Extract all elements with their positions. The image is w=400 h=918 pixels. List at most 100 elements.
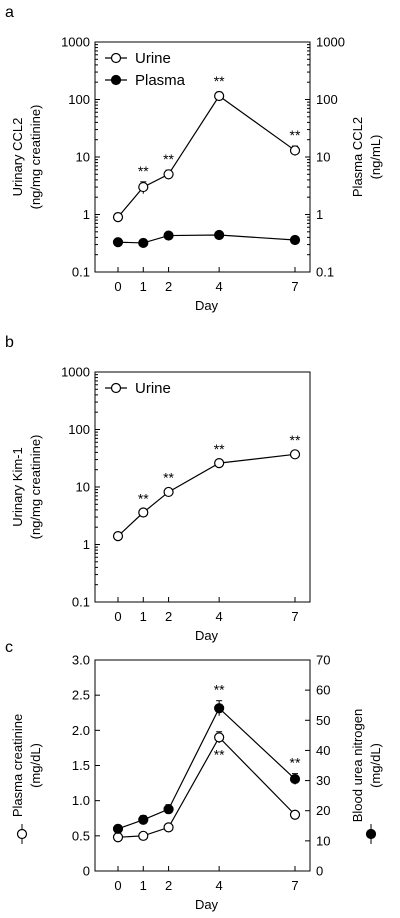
y-tick-label: 10 [76,150,90,165]
legend-label: Urine [135,380,171,397]
x-tick-label: 1 [140,878,147,893]
data-point [289,449,301,460]
y-tick-label-right: 60 [316,683,330,698]
significance-label: ** [290,755,301,771]
y-tick-label: 0.1 [72,595,90,610]
x-tick-label: 4 [216,878,223,893]
key-marker-filled [365,828,377,840]
data-point [138,237,149,249]
y-tick-label: 2.0 [72,723,90,738]
x-tick-label: 0 [114,609,121,624]
x-tick-label: 4 [216,609,223,624]
x-axis-label: Day [195,298,219,313]
significance-label: ** [214,441,225,457]
y-tick-label-right: 10 [316,833,330,848]
y-axis-label-left: Urinary Kim-1 [10,447,25,526]
y-tick-label: 1000 [61,365,90,380]
data-point [138,181,149,193]
significance-label: ** [214,73,225,89]
y-tick-label: 100 [68,92,90,107]
data-point [214,732,225,743]
x-tick-label: 7 [291,878,298,893]
series-line [117,707,296,830]
data-point [289,809,301,820]
y-tick-label: 1 [83,207,90,222]
significance-label: ** [163,151,174,167]
data-point [112,212,124,223]
significance-label: ** [163,470,174,486]
panel-c: c 0 0.5 1.0 1.5 2.0 2.5 3.0 0 10 20 30 40 50 60 70 0 1 2 4 7… [5,639,383,912]
data-point [112,832,124,843]
x-tick-label: 7 [291,609,298,624]
y-axis-label-right: (ng/mL) [368,135,383,180]
y-tick-label: 1000 [61,35,90,50]
significance-label: ** [214,746,225,762]
data-point [289,145,301,156]
legend-marker [110,382,122,394]
data-point [138,507,149,518]
y-tick-label-right: 70 [316,653,330,668]
significance-label: ** [290,127,301,143]
plot-frame [94,371,311,603]
x-tick-label: 4 [216,279,223,294]
data-point [112,530,124,542]
y-tick-label: 100 [68,422,90,437]
y-tick-label: 1 [83,537,90,552]
y-axis-label-left: Plasma creatinine [10,714,25,817]
data-point [112,237,124,248]
series-line [117,95,296,218]
key-marker-open [16,828,28,840]
data-point [163,804,174,815]
y-axis-label-left: (ng/mg creatinine) [28,105,43,210]
y-tick-label: 0.1 [72,265,90,280]
y-tick-label-right: 50 [316,713,330,728]
data-point [112,823,124,834]
y-tick-label-right: 40 [316,743,330,758]
significance-label: ** [290,432,301,448]
y-tick-label: 0.5 [72,828,90,843]
data-point [163,230,174,241]
x-tick-label: 2 [165,878,172,893]
plot-frame [94,41,311,273]
y-tick-label-right: 30 [316,773,330,788]
panel-letter: b [5,334,14,351]
x-axis-label: Day [195,897,219,912]
data-point [214,229,225,241]
y-axis-label-right: Plasma CCL2 [350,117,365,197]
y-tick-label: 2.5 [72,688,90,703]
x-tick-label: 2 [165,609,172,624]
y-axis-label-left: Urinary CCL2 [10,118,25,197]
panel-b: b 0.1 1 10 100 1000 0 1 2 4 7 Day Urinary Kim-1 (ng/m… [5,334,311,643]
data-point [138,814,149,825]
data-point [163,169,174,180]
legend-label: Plasma [135,72,186,89]
data-point [163,486,174,498]
significance-label: ** [138,490,149,506]
y-tick-label-right: 1000 [316,35,345,50]
y-tick-label-right: 20 [316,803,330,818]
y-axis-label-left: (mg/dL) [28,743,43,788]
panel-letter: a [5,4,14,21]
legend-marker [110,52,122,64]
y-axis-label-left: (ng/mg creatinine) [28,435,43,540]
y-tick-label: 0 [83,864,90,879]
legend-label: Urine [135,50,171,67]
plot-frame [94,659,311,872]
x-tick-label: 0 [114,279,121,294]
significance-label: ** [138,163,149,179]
x-tick-label: 7 [291,279,298,294]
y-tick-label: 3.0 [72,653,90,668]
data-point [214,703,225,714]
panel-letter: c [5,639,13,656]
y-axis-label-right: Blood urea nitrogen [350,709,365,822]
y-tick-label-right: 0.1 [316,265,334,280]
significance-label: ** [214,682,225,698]
y-tick-label: 1.5 [72,758,90,773]
data-point [138,830,149,841]
x-tick-label: 1 [140,279,147,294]
x-tick-label: 0 [114,878,121,893]
x-tick-label: 2 [165,279,172,294]
data-point [289,773,301,785]
y-tick-label-right: 10 [316,150,330,165]
